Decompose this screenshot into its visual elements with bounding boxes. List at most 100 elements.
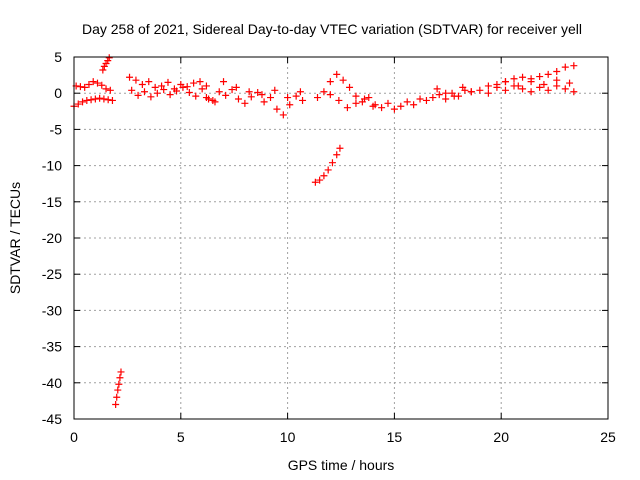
series-seg-j — [314, 70, 475, 113]
data-point — [192, 92, 200, 100]
data-point — [215, 88, 223, 96]
data-point — [273, 105, 281, 113]
data-point — [179, 83, 187, 91]
y-tick-label: -5 — [50, 121, 63, 137]
data-point — [326, 78, 334, 86]
data-point — [85, 81, 93, 89]
data-point — [320, 172, 328, 180]
data-point — [173, 87, 181, 95]
data-point — [79, 98, 87, 106]
data-point — [493, 81, 501, 89]
data-point — [561, 63, 569, 71]
data-point — [104, 96, 112, 104]
series-seg-n — [501, 76, 574, 90]
data-point — [260, 98, 268, 106]
data-point — [501, 86, 509, 94]
data-point — [128, 86, 136, 94]
data-point — [228, 86, 236, 94]
series-seg-a — [70, 94, 116, 110]
data-point — [570, 88, 578, 96]
data-point — [324, 166, 332, 174]
data-point — [326, 91, 334, 99]
data-point — [241, 99, 249, 107]
series-seg-e — [126, 73, 210, 93]
data-point — [416, 95, 424, 103]
data-point — [279, 111, 287, 119]
x-axis-label: GPS time / hours — [288, 457, 395, 473]
series-seg-c — [99, 54, 113, 74]
data-point — [450, 92, 458, 100]
data-point — [333, 70, 341, 78]
data-point — [316, 176, 324, 184]
data-point — [527, 78, 535, 86]
data-point — [352, 92, 360, 100]
data-point — [336, 144, 344, 152]
data-point — [138, 81, 146, 89]
data-point — [267, 94, 275, 102]
data-point — [510, 75, 518, 83]
data-point — [114, 386, 122, 394]
data-point — [360, 95, 368, 103]
x-tick-label: 0 — [70, 429, 78, 445]
data-point — [145, 78, 153, 86]
data-point — [271, 86, 279, 94]
data-point — [140, 88, 148, 96]
data-point — [352, 99, 360, 107]
data-point — [74, 100, 82, 108]
data-point — [113, 393, 121, 401]
data-point — [126, 73, 134, 81]
data-point — [245, 88, 253, 96]
data-point — [134, 91, 142, 99]
data-point — [544, 70, 552, 78]
y-tick-label: -35 — [42, 339, 62, 355]
data-point — [501, 78, 509, 86]
data-point — [390, 105, 398, 113]
data-point — [87, 96, 95, 104]
data-point — [339, 76, 347, 84]
x-tick-label: 10 — [280, 429, 296, 445]
data-point — [484, 89, 492, 97]
data-point — [99, 66, 107, 74]
data-point — [314, 94, 322, 102]
data-point — [106, 86, 114, 94]
data-point — [183, 83, 191, 91]
series-seg-i — [311, 144, 344, 186]
data-point — [566, 79, 574, 87]
data-point — [519, 73, 527, 81]
data-point — [476, 86, 484, 94]
data-point — [527, 88, 535, 96]
grid-layer — [74, 57, 608, 419]
y-tick-label: -30 — [42, 302, 62, 318]
data-point — [433, 85, 441, 93]
data-point — [100, 95, 108, 103]
tick-labels: 0 5 10 15 20 25 5 0 -5 -10 -15 -20 -25 -30 -35 -40 -45 — [42, 49, 616, 445]
data-point — [105, 54, 113, 62]
data-point — [299, 96, 307, 104]
axes-layer — [73, 56, 609, 420]
data-point — [196, 78, 204, 86]
data-point — [247, 93, 255, 101]
data-point — [89, 78, 97, 86]
data-point — [96, 94, 104, 102]
data-point — [151, 83, 159, 91]
series-seg-d — [112, 368, 125, 409]
data-point — [410, 101, 418, 109]
data-point — [365, 94, 373, 102]
data-point — [284, 94, 292, 102]
data-point — [91, 95, 99, 103]
data-point — [81, 83, 89, 91]
data-point — [570, 62, 578, 70]
data-point — [311, 178, 319, 186]
data-point — [83, 96, 91, 104]
data-point — [378, 104, 386, 112]
data-point — [116, 374, 124, 382]
data-point — [102, 85, 110, 93]
y-axis-label: SDTVAR / TECUs — [7, 182, 23, 294]
series-seg-b — [72, 78, 114, 94]
data-point — [561, 85, 569, 93]
y-tick-label: -25 — [42, 266, 62, 282]
data-point — [435, 91, 443, 99]
data-point — [166, 91, 174, 99]
y-tick-label: -45 — [42, 411, 62, 427]
data-point — [132, 76, 140, 84]
